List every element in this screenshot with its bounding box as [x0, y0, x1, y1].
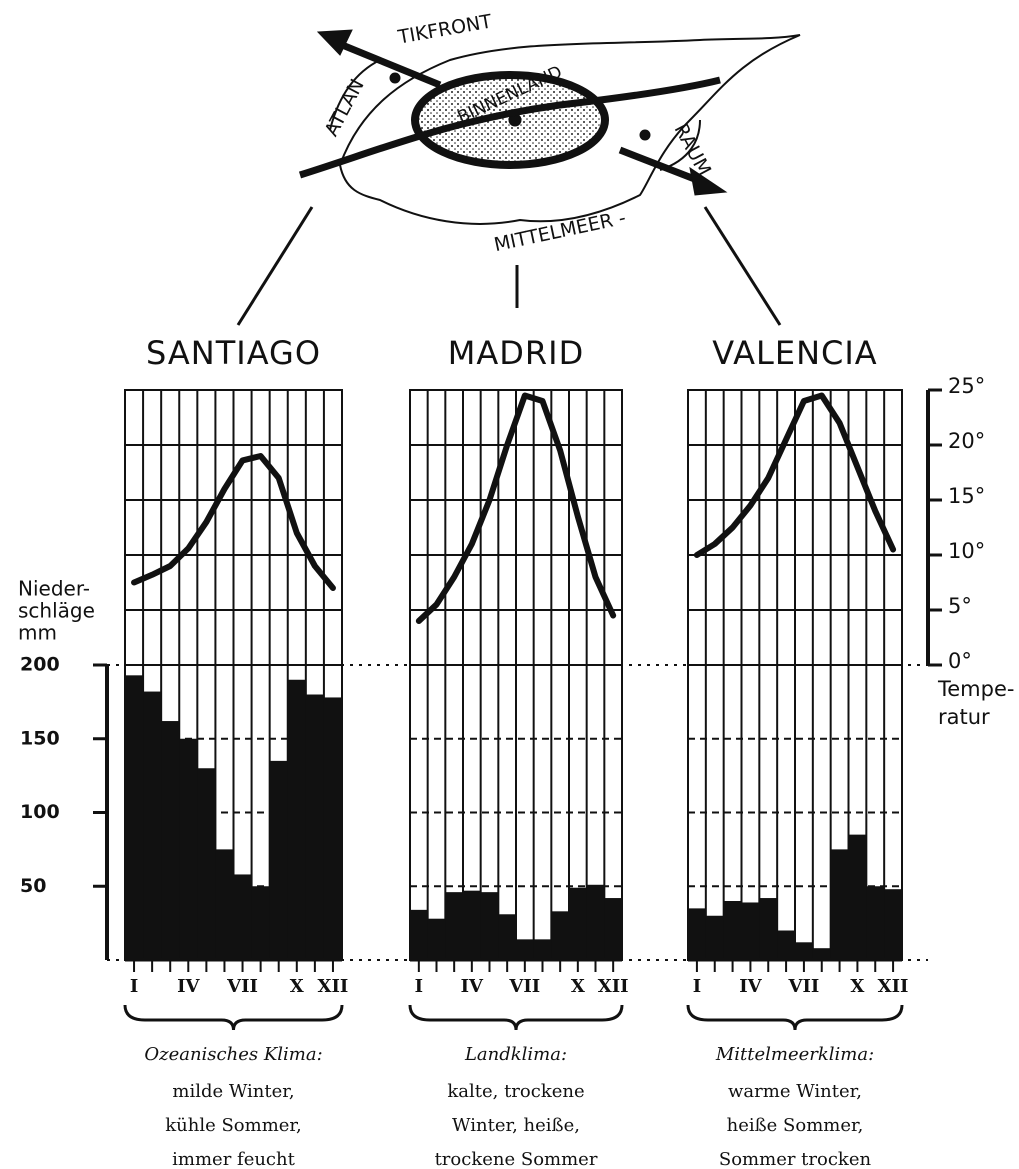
precipitation-bar — [481, 892, 499, 960]
precipitation-bar — [215, 849, 234, 960]
x-tick-label: XII — [598, 976, 629, 997]
precipitation-bar — [410, 910, 428, 960]
x-tick-label: IV — [177, 976, 200, 997]
x-tick-label: X — [571, 976, 585, 997]
brace — [410, 1005, 622, 1030]
precipitation-bar — [831, 849, 849, 960]
precipitation-bar — [288, 680, 307, 960]
precipitation-bar — [742, 902, 760, 960]
y2-axis-label: Tempe- — [937, 677, 1014, 701]
precipitation-bar — [777, 931, 795, 961]
precipitation-bar — [706, 916, 724, 960]
y2-tick-label: 20° — [948, 429, 985, 453]
y2-tick-label: 25° — [948, 374, 985, 398]
precipitation-bar — [252, 886, 271, 960]
climate-figure: ATLAN TIKFRONT BINNENLAND MITTELMEER - R… — [0, 0, 1019, 1169]
precipitation-bar — [306, 695, 325, 961]
x-tick-label: IV — [461, 976, 484, 997]
precipitation-bar — [688, 908, 706, 960]
precipitation-bar — [569, 888, 587, 960]
x-tick-label: IV — [739, 976, 762, 997]
climate-description: Winter, heiße, — [452, 1115, 580, 1136]
precipitation-bar — [445, 892, 463, 960]
y-axis-label: schläge — [18, 599, 95, 623]
y2-tick-label: 10° — [948, 539, 985, 563]
x-tick-label: X — [850, 976, 864, 997]
x-tick-label: I — [130, 976, 138, 997]
climate-description: kühle Sommer, — [165, 1115, 302, 1136]
climate-description: trockene Sommer — [435, 1149, 598, 1169]
climate-caption: Landklima: — [464, 1044, 567, 1065]
x-tick-label: XII — [318, 976, 349, 997]
map-label: TIKFRONT — [395, 10, 493, 48]
precipitation-bar — [428, 919, 446, 960]
x-tick-label: X — [290, 976, 304, 997]
precipitation-bar — [498, 914, 516, 960]
x-tick-label: VII — [788, 976, 820, 997]
brace — [125, 1005, 342, 1030]
santiago-dot — [390, 73, 400, 83]
precipitation-bar — [534, 939, 552, 960]
brace — [688, 1005, 902, 1030]
precipitation-bar — [587, 885, 605, 960]
precipitation-bar — [179, 739, 198, 960]
arrowhead-west — [318, 30, 352, 55]
precipitation-bar — [197, 768, 216, 960]
panel-title: SANTIAGO — [146, 334, 321, 372]
climate-description: warme Winter, — [728, 1081, 862, 1102]
y-axis-label: Nieder- — [18, 577, 90, 601]
precipitation-bar — [724, 901, 742, 960]
precipitation-bar — [324, 697, 343, 960]
x-tick-label: VII — [226, 976, 258, 997]
map — [238, 30, 800, 325]
climate-description: milde Winter, — [172, 1081, 294, 1102]
connector — [705, 207, 780, 325]
y2-tick-label: 5° — [948, 594, 972, 618]
connector — [238, 207, 312, 325]
precipitation-bar — [849, 835, 867, 960]
precipitation-bar — [795, 942, 813, 960]
precipitation-bar — [604, 898, 622, 960]
y2-tick-label: 15° — [948, 484, 985, 508]
precipitation-bar — [813, 948, 831, 960]
precipitation-bar — [234, 874, 253, 960]
x-tick-label: XII — [878, 976, 909, 997]
panel-title: MADRID — [448, 334, 584, 372]
climate-description: Sommer trocken — [719, 1149, 872, 1169]
y-tick-label: 100 — [20, 801, 60, 823]
precipitation-bar — [759, 898, 777, 960]
precipitation-bar — [866, 886, 884, 960]
valencia-dot — [640, 130, 650, 140]
x-tick-label: I — [415, 976, 423, 997]
precipitation-bar — [551, 911, 569, 960]
climate-caption: Ozeanisches Klima: — [144, 1044, 322, 1065]
climate-description: kalte, trockene — [447, 1081, 584, 1102]
panel-title: VALENCIA — [712, 334, 877, 372]
arrow-west — [330, 40, 440, 85]
climate-caption: Mittelmeerklima: — [715, 1044, 874, 1065]
x-tick-label: I — [693, 976, 701, 997]
precipitation-bar — [161, 721, 180, 960]
climate-description: immer feucht — [172, 1149, 295, 1169]
y-tick-label: 200 — [20, 654, 60, 676]
y2-tick-label: 0° — [948, 649, 972, 673]
precipitation-bar — [143, 692, 162, 960]
x-tick-label: VII — [508, 976, 540, 997]
y-axis-label: mm — [18, 621, 57, 645]
y-tick-label: 150 — [20, 727, 60, 749]
precipitation-bar — [125, 675, 144, 960]
climate-description: heiße Sommer, — [727, 1115, 864, 1136]
y-tick-label: 50 — [20, 875, 46, 897]
precipitation-bar — [884, 889, 902, 960]
precipitation-bar — [463, 891, 481, 960]
y2-axis-label: ratur — [938, 705, 990, 729]
precipitation-bar — [516, 939, 534, 960]
precipitation-bar — [270, 761, 289, 960]
